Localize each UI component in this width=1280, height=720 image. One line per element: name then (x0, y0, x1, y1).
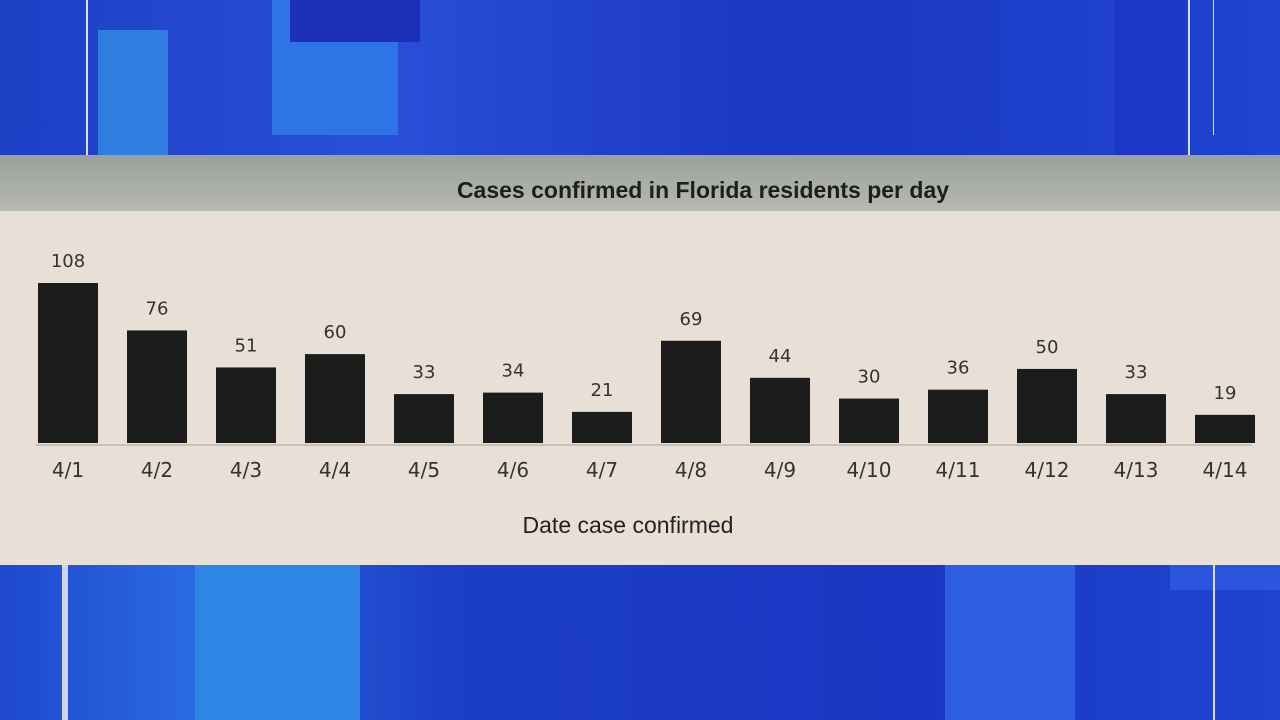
bar-4-12 (1017, 368, 1077, 443)
bar-4-13 (1106, 394, 1166, 443)
chart-title: Cases confirmed in Florida residents per… (457, 177, 949, 203)
x-tick-label: 4/1 (52, 458, 84, 482)
x-tick-label: 4/8 (675, 458, 707, 482)
value-label: 69 (680, 309, 703, 330)
x-axis-title: Date case confirmed (523, 512, 734, 538)
x-tick-label: 4/12 (1025, 458, 1070, 482)
background-block (945, 565, 1075, 720)
x-tick-label: 4/9 (764, 458, 796, 482)
background-block (1115, 0, 1185, 155)
value-label: 76 (146, 298, 169, 319)
chart-title-band (0, 155, 1280, 211)
x-tick-label: 4/3 (230, 458, 262, 482)
x-tick-label: 4/7 (586, 458, 618, 482)
bars-group: 108 4/1 76 4/2 51 4/3 60 4/4 33 4/5 34 4/6 21 4/7 69 4/… (38, 251, 1255, 482)
bar-4-8 (661, 340, 721, 443)
value-label: 50 (1036, 337, 1059, 358)
background-line (1188, 0, 1190, 155)
value-label: 33 (413, 362, 436, 383)
bar-4-4 (305, 354, 365, 443)
x-tick-label: 4/6 (497, 458, 529, 482)
value-label: 51 (235, 335, 258, 356)
background-line (1213, 565, 1215, 720)
x-tick-label: 4/5 (408, 458, 440, 482)
background-block (98, 30, 168, 155)
x-tick-label: 4/4 (319, 458, 351, 482)
bar-4-11 (928, 389, 988, 443)
bar-4-3 (216, 367, 276, 443)
value-label: 33 (1125, 362, 1148, 383)
background-line (62, 565, 68, 720)
background-line (86, 0, 88, 155)
x-tick-label: 4/14 (1203, 458, 1248, 482)
x-tick-label: 4/13 (1114, 458, 1159, 482)
value-label: 36 (947, 358, 970, 379)
value-label: 44 (769, 346, 792, 367)
x-tick-label: 4/10 (847, 458, 892, 482)
background-block (1170, 565, 1280, 590)
value-label: 34 (502, 361, 525, 382)
value-label: 108 (51, 251, 85, 272)
value-label: 21 (591, 380, 614, 401)
bar-4-10 (839, 398, 899, 443)
bar-4-6 (483, 392, 543, 443)
bar-4-2 (127, 330, 187, 443)
x-tick-label: 4/11 (936, 458, 981, 482)
x-tick-label: 4/2 (141, 458, 173, 482)
value-label: 30 (858, 367, 881, 388)
background-bottom (0, 565, 1280, 720)
background-block (195, 565, 360, 720)
bar-chart: Cases confirmed in Florida residents per… (36, 177, 1255, 538)
value-label: 60 (324, 322, 347, 343)
bar-4-9 (750, 377, 810, 443)
value-label: 19 (1214, 383, 1237, 404)
bar-4-1 (38, 283, 98, 443)
background-block (290, 0, 420, 42)
background-line (1213, 0, 1214, 135)
chart-paper: Cases confirmed in Florida residents per… (0, 155, 1280, 565)
bar-4-14 (1195, 414, 1255, 443)
bar-4-7 (572, 411, 632, 443)
background-top (0, 0, 1280, 155)
bar-4-5 (394, 394, 454, 443)
